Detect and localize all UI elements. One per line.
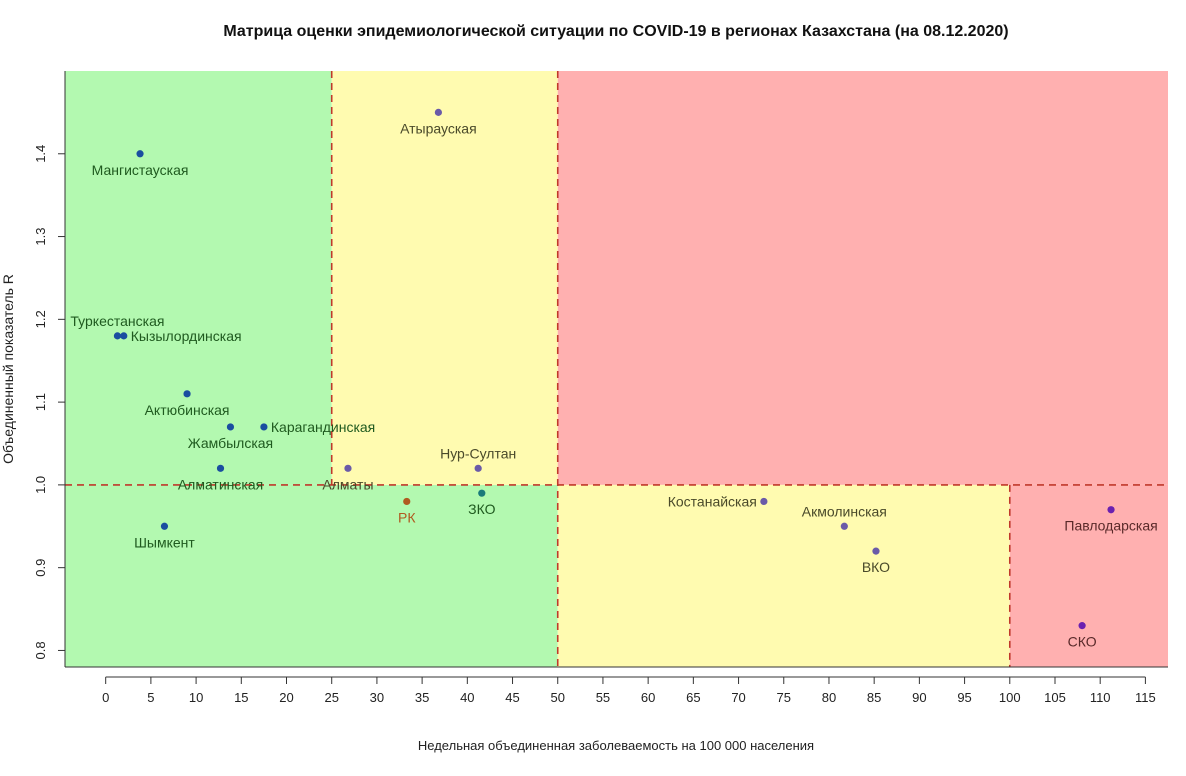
point-labels: Мангистауская ТуркестанскаяКызылординская…: [70, 120, 1157, 649]
data-label: Мангистауская: [92, 162, 189, 178]
data-point: [474, 464, 482, 472]
data-label: Алматинская: [178, 476, 263, 492]
x-tick-label: 15: [234, 690, 248, 705]
x-tick-label: 70: [731, 690, 745, 705]
data-point: [120, 332, 128, 340]
chart-title: Матрица оценки эпидемиологической ситуац…: [223, 23, 1008, 40]
zone-4: [557, 484, 1010, 667]
zone-5: [1009, 484, 1168, 667]
risk-zones: [65, 71, 1168, 667]
x-tick-label: 30: [370, 690, 384, 705]
x-tick-label: 85: [867, 690, 881, 705]
y-axis: 0.8 0.9 1.0 1.1 1.2 1.3 1.4: [33, 71, 66, 667]
x-tick-label: 10: [189, 690, 203, 705]
data-point: [478, 489, 486, 497]
data-point: [183, 390, 191, 398]
data-label: Алматы: [322, 476, 373, 492]
data-point: [136, 150, 144, 158]
data-point: [260, 423, 268, 431]
x-tick-label: 80: [822, 690, 836, 705]
data-label: Кызылординская: [131, 328, 242, 344]
y-tick-label: 1.1: [33, 393, 48, 411]
data-point: [216, 464, 225, 472]
data-point: [1107, 506, 1115, 514]
x-tick-label: 0: [102, 690, 109, 705]
data-label: ВКО: [862, 559, 890, 575]
x-axis-label: Недельная объединенная заболеваемость на…: [418, 738, 814, 753]
zone-0: [65, 71, 332, 485]
zone-3: [557, 71, 1168, 485]
data-label: РК: [398, 509, 416, 525]
y-axis-label: Объединенный показатель R: [0, 274, 16, 464]
x-tick-label: 115: [1135, 690, 1156, 705]
reference-lines: [65, 71, 1168, 667]
data-point: [434, 108, 442, 116]
data-point: [113, 332, 122, 340]
x-tick-label: 65: [686, 690, 700, 705]
y-tick-label: 1.3: [33, 228, 48, 246]
data-label: Костанайская: [668, 493, 757, 509]
data-label: Павлодарская: [1064, 518, 1157, 534]
zone-1: [65, 484, 558, 667]
data-label: Нур-Султан: [440, 445, 516, 461]
data-point: [160, 522, 169, 530]
y-tick-label: 1.2: [33, 310, 48, 328]
x-tick-label: 5: [147, 690, 154, 705]
x-tick-label: 35: [415, 690, 429, 705]
x-tick-label: 60: [641, 690, 655, 705]
x-tick-label: 20: [279, 690, 293, 705]
data-point: [840, 522, 848, 530]
data-point: [872, 547, 880, 555]
x-axis: 0 5 10 15 20 25 30 35 40 45 50 55 60 65 70 75 80 85 90 95 10…: [65, 666, 1168, 705]
data-label: Акмолинская: [802, 503, 887, 519]
data-point: [760, 497, 768, 506]
x-tick-label: 50: [550, 690, 564, 705]
x-tick-label: 75: [777, 690, 791, 705]
data-point: [226, 423, 235, 431]
data-label: Карагандинская: [271, 419, 375, 435]
x-tick-label: 55: [596, 690, 610, 705]
zone-2: [331, 71, 558, 485]
data-label: Шымкент: [134, 534, 195, 550]
data-label: Атырауская: [400, 120, 477, 136]
y-tick-label: 1.4: [33, 145, 48, 163]
data-point: [1078, 622, 1086, 630]
y-tick-label: 0.9: [33, 559, 48, 577]
y-tick-label: 1.0: [33, 476, 48, 494]
x-tick-label: 40: [460, 690, 474, 705]
x-tick-label: 105: [1044, 690, 1066, 705]
x-tick-label: 25: [324, 690, 338, 705]
data-point: [403, 497, 411, 506]
data-points: [113, 108, 1115, 630]
x-tick-label: 90: [912, 690, 926, 705]
x-tick-label: 45: [505, 690, 519, 705]
y-tick-label: 0.8: [33, 641, 48, 659]
data-label: Туркестанская: [70, 313, 164, 329]
x-tick-label: 95: [957, 690, 971, 705]
data-label: СКО: [1068, 634, 1097, 650]
data-label: Жамбылская: [188, 435, 273, 451]
x-tick-label: 110: [1090, 690, 1111, 705]
data-point: [344, 464, 352, 472]
x-tick-label: 100: [999, 690, 1021, 705]
data-label: Актюбинская: [145, 402, 230, 418]
data-label: ЗКО: [468, 501, 495, 517]
